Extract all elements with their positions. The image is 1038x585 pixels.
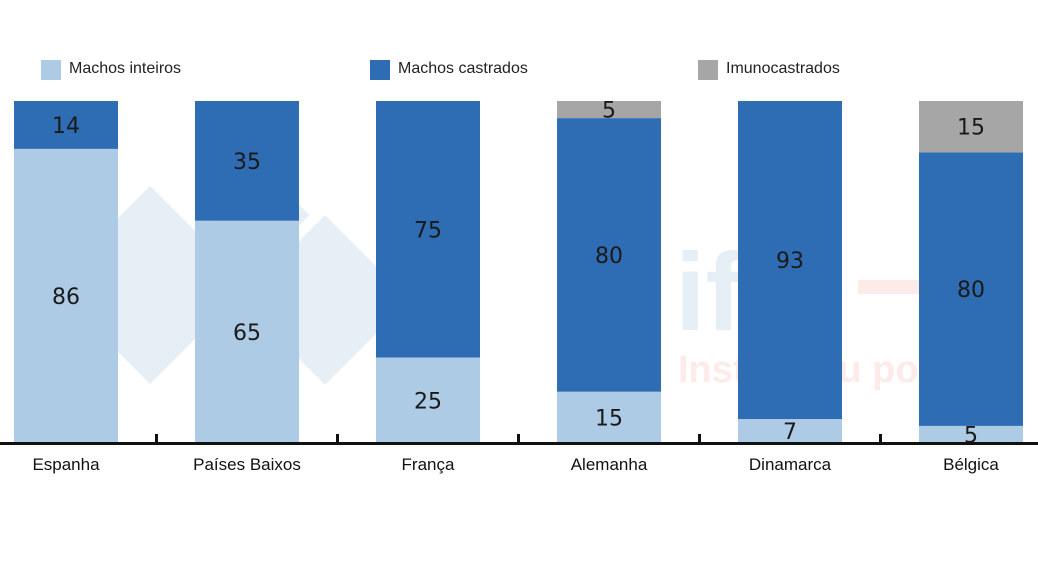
bar-segment-dinamarca-1: 93 [738,101,842,420]
x-axis: Espanha Países Baixos França Alemanha Dinama… [0,434,1038,474]
legend-swatch [698,60,718,80]
data-label: 80 [957,278,985,303]
bar-segment-alemanha-1: 80 [557,118,661,392]
data-label: 5 [602,99,616,124]
bar [919,152,1023,426]
legend-item: Machos castrados [370,60,528,80]
data-label: 25 [414,389,442,414]
bar [376,101,480,358]
data-label: 15 [595,406,623,431]
legend-swatch [370,60,390,80]
axis-tick [336,434,339,443]
bar-segment-países-baixos-0: 65 [195,220,299,443]
axis-line [0,442,1038,445]
bar [14,148,118,443]
bar-segment-países-baixos-1: 35 [195,101,299,221]
bar-segment-bélgica-1: 80 [919,152,1023,426]
tick-label: Dinamarca [749,455,832,474]
bar [557,118,661,392]
legend-label: Imunocastrados [726,60,840,77]
bar [14,101,118,149]
tick-label: Países Baixos [193,455,301,474]
legend-swatch [41,60,61,80]
tick-label: Espanha [32,455,100,474]
bar-segment-bélgica-2: 15 [919,101,1023,153]
data-label: 86 [52,285,80,310]
data-label: 7 [783,420,797,445]
data-label: 75 [414,218,442,243]
axis-tick [517,434,520,443]
legend-label: Machos inteiros [69,60,181,77]
axis-tick [879,434,882,443]
data-label: 65 [233,321,261,346]
legend-label: Machos castrados [398,60,528,77]
data-label: 93 [776,249,804,274]
bar [557,391,661,443]
bar-segment-dinamarca-0: 7 [738,419,842,445]
bar [557,101,661,119]
data-label: 14 [52,114,80,139]
bar [195,101,299,221]
bar-segment-frança-0: 25 [376,357,480,443]
bar [919,101,1023,153]
bar [738,419,842,443]
legend: Machos inteiros Machos castrados Imunocast… [41,60,840,80]
axis-tick [155,434,158,443]
bar [195,220,299,443]
legend-item: Machos inteiros [41,60,181,80]
data-label: 35 [233,150,261,175]
bar-segment-espanha-0: 86 [14,148,118,443]
tick-label: Bélgica [943,455,999,474]
bar-segment-espanha-1: 14 [14,101,118,149]
tick-label: França [402,455,455,474]
legend-item: Imunocastrados [698,60,840,80]
data-label: 15 [957,116,985,141]
bar-segment-frança-1: 75 [376,101,480,358]
data-label: 80 [595,244,623,269]
bar [919,425,1023,443]
tick-label: Alemanha [571,455,648,474]
bar [376,357,480,443]
bar-segment-alemanha-2: 5 [557,99,661,124]
bar [738,101,842,420]
axis-tick [698,434,701,443]
bar-segment-alemanha-0: 15 [557,391,661,443]
